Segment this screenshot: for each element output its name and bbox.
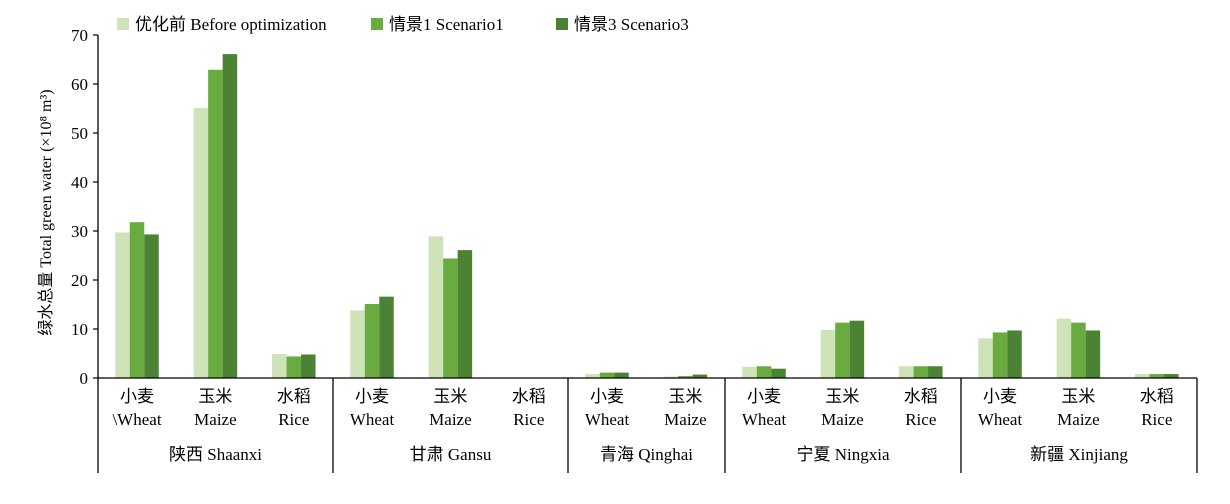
bar [1071,322,1086,378]
legend-swatch [371,18,383,30]
y-axis: 0 10 20 30 40 50 60 70 绿水总量 Total green water (×… [37,26,99,388]
bar [928,366,943,378]
bar [1149,374,1165,378]
legend-label: 情景1 Scenario1 [389,15,504,34]
category-label-en: Maize [429,410,471,429]
category-label-cn: 小麦 [590,387,624,406]
bar [978,338,993,378]
group-label: 甘肃 Gansu [410,445,492,464]
bar [599,372,615,378]
group-label: 陕西 Shaanxi [169,445,262,464]
bar [771,368,786,378]
bar [193,108,209,378]
y-tick-label: 60 [71,75,88,94]
category-label-en: Rice [905,410,936,429]
y-tick-label: 0 [80,369,89,388]
bar [222,54,238,379]
legend-label: 优化前 Before optimization [135,15,327,34]
category-label-en: Rice [513,410,544,429]
bar [614,372,629,378]
bar [457,250,473,378]
category-label-en: Rice [278,410,309,429]
chart-legend: 优化前 Before optimization 情景1 Scenario1 情景3 … [117,15,689,34]
legend-label: 情景3 Scenario3 [574,15,689,34]
bar [144,234,159,378]
bar [913,366,929,378]
group-label: 新疆 Xinjiang [1030,445,1128,464]
legend-swatch [556,18,568,30]
bar [1135,374,1150,378]
y-tick-label: 30 [71,222,88,241]
bar [742,366,757,378]
category-label-cn: 水稻 [512,387,546,406]
bar [350,310,365,378]
bar [1085,330,1101,378]
y-axis-label: 绿水总量 Total green water (×10⁸ m³) [37,89,55,335]
bar [286,356,302,378]
category-label-en: Wheat [350,410,395,429]
category-label-cn: 玉米 [433,387,467,406]
bar [301,354,316,378]
bar [129,222,145,378]
category-label-cn: 小麦 [747,387,781,406]
bar [208,69,223,378]
bar [678,376,693,378]
category-label-cn: 玉米 [1061,387,1095,406]
category-label-en: Maize [664,410,706,429]
category-label-en: Maize [821,410,863,429]
bar [115,232,130,378]
bar [364,304,380,378]
category-label-en: Wheat [585,410,630,429]
x-axis: 小麦 \Wheat 玉米 Maize 水稻 Rice 陕西 Shaanxi 小麦 Wheat 玉米… [97,377,1198,473]
bar [1007,330,1022,378]
bar [1164,374,1179,378]
bar [585,374,600,378]
y-tick-label: 40 [71,173,88,192]
bar [899,366,914,378]
bar [849,320,865,378]
category-label-cn: 水稻 [277,387,311,406]
bar [820,329,836,378]
category-label-cn: 玉米 [825,387,859,406]
y-tick-label: 20 [71,271,88,290]
category-label-en: Rice [1141,410,1172,429]
category-label-cn: 小麦 [983,387,1017,406]
bar [992,332,1008,378]
bar [379,296,394,378]
y-tick-label: 10 [71,320,88,339]
bar [835,322,850,378]
bar-marks [115,54,1179,379]
bar [756,366,772,378]
category-label-cn: 小麦 [120,387,154,406]
category-label-en: Wheat [978,410,1023,429]
bar [428,236,444,378]
group-label: 宁夏 Ningxia [796,445,889,464]
bar [443,258,458,378]
y-tick-label: 50 [71,124,88,143]
bar [272,353,287,378]
group-label: 青海 Qinghai [600,445,693,464]
bar [692,374,708,378]
y-tick-label: 70 [71,26,88,45]
category-label-en: Wheat [742,410,787,429]
category-label-cn: 水稻 [1140,387,1174,406]
category-label-en: Maize [194,410,236,429]
category-label-cn: 玉米 [198,387,232,406]
category-label-cn: 小麦 [355,387,389,406]
bar [1056,318,1072,378]
legend-swatch [117,18,129,30]
bar [663,376,679,378]
category-label-cn: 水稻 [904,387,938,406]
category-label-en: Maize [1057,410,1099,429]
category-label-cn: 玉米 [668,387,702,406]
category-label-en: \Wheat [112,410,161,429]
